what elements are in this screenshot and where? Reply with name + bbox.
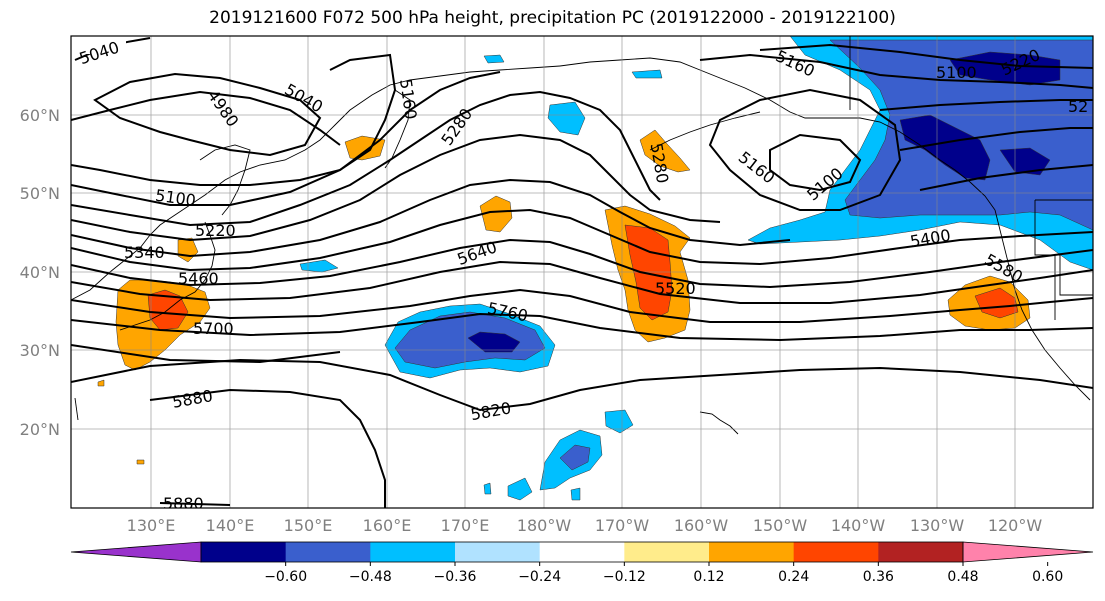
colorbar-extend-high xyxy=(962,541,1094,563)
plot-area: 5040 4980 5040 5160 5280 5280 5160 5100 … xyxy=(71,36,1093,513)
lat-label: 30°N xyxy=(20,341,60,360)
colorbar-segment xyxy=(539,542,625,562)
contour-label: 52 xyxy=(1068,97,1088,116)
lon-label: 160°E xyxy=(363,516,412,535)
coastlines xyxy=(71,36,1093,435)
colorbar: −0.60 −0.48 −0.36 −0.24 −0.12 0.12 0.24 0.36 0.4… xyxy=(70,541,1094,585)
latitude-labels: 60°N 50°N 40°N 30°N 20°N xyxy=(20,106,60,439)
lon-label: 130°E xyxy=(127,516,176,535)
map-title: 2019121600 F072 500 hPa height, precipit… xyxy=(209,8,896,28)
colorbar-tick-label: 0.36 xyxy=(863,569,894,585)
colorbar-tick-label: 0.48 xyxy=(947,569,978,585)
contour-label: 5880 xyxy=(163,494,204,513)
colorbar-tick-label: −0.12 xyxy=(603,569,646,585)
lat-label: 20°N xyxy=(20,420,60,439)
contour-label: 5520 xyxy=(655,279,696,298)
colorbar-tick-label: −0.60 xyxy=(264,569,307,585)
contour-label: 5220 xyxy=(195,221,236,240)
lon-label: 130°W xyxy=(910,516,965,535)
lon-label: 180°W xyxy=(517,516,572,535)
contour-label: 5700 xyxy=(193,319,234,338)
colorbar-segment xyxy=(793,542,879,562)
contour-label: 5100 xyxy=(936,63,977,82)
colorbar-tick-label: −0.48 xyxy=(349,569,392,585)
lon-label: 170°E xyxy=(441,516,490,535)
height-contours xyxy=(71,37,1093,508)
colorbar-tick-label: −0.24 xyxy=(518,569,561,585)
plot-frame xyxy=(70,35,1094,509)
lon-label: 140°W xyxy=(831,516,886,535)
colorbar-segment xyxy=(709,542,795,562)
lon-label: 170°W xyxy=(595,516,650,535)
lon-label: 150°E xyxy=(284,516,333,535)
lat-label: 60°N xyxy=(20,106,60,125)
lat-label: 50°N xyxy=(20,184,60,203)
colorbar-frame xyxy=(200,541,964,563)
contour-label: 5460 xyxy=(178,269,219,288)
lon-label: 160°W xyxy=(674,516,729,535)
colorbar-tick-label: −0.36 xyxy=(434,569,477,585)
colorbar-segment xyxy=(878,542,964,562)
colorbar-extend-low xyxy=(70,541,202,563)
colorbar-tick-label: 0.12 xyxy=(693,569,724,585)
colorbar-segment xyxy=(201,542,287,562)
precip-negative-fields xyxy=(299,36,1093,501)
lon-label: 140°E xyxy=(206,516,255,535)
lat-label: 40°N xyxy=(20,263,60,282)
colorbar-segment xyxy=(624,542,710,562)
lon-label: 150°W xyxy=(753,516,808,535)
lon-label: 120°W xyxy=(988,516,1043,535)
colorbar-segment xyxy=(455,542,541,562)
colorbar-segment xyxy=(370,542,456,562)
colorbar-tick-label: 0.60 xyxy=(1032,569,1063,585)
colorbar-segment xyxy=(285,542,371,562)
colorbar-tick-label: 0.24 xyxy=(778,569,809,585)
contour-label: 5340 xyxy=(124,243,165,262)
longitude-labels: 130°E 140°E 150°E 160°E 170°E 180°W 170°… xyxy=(127,516,1043,535)
